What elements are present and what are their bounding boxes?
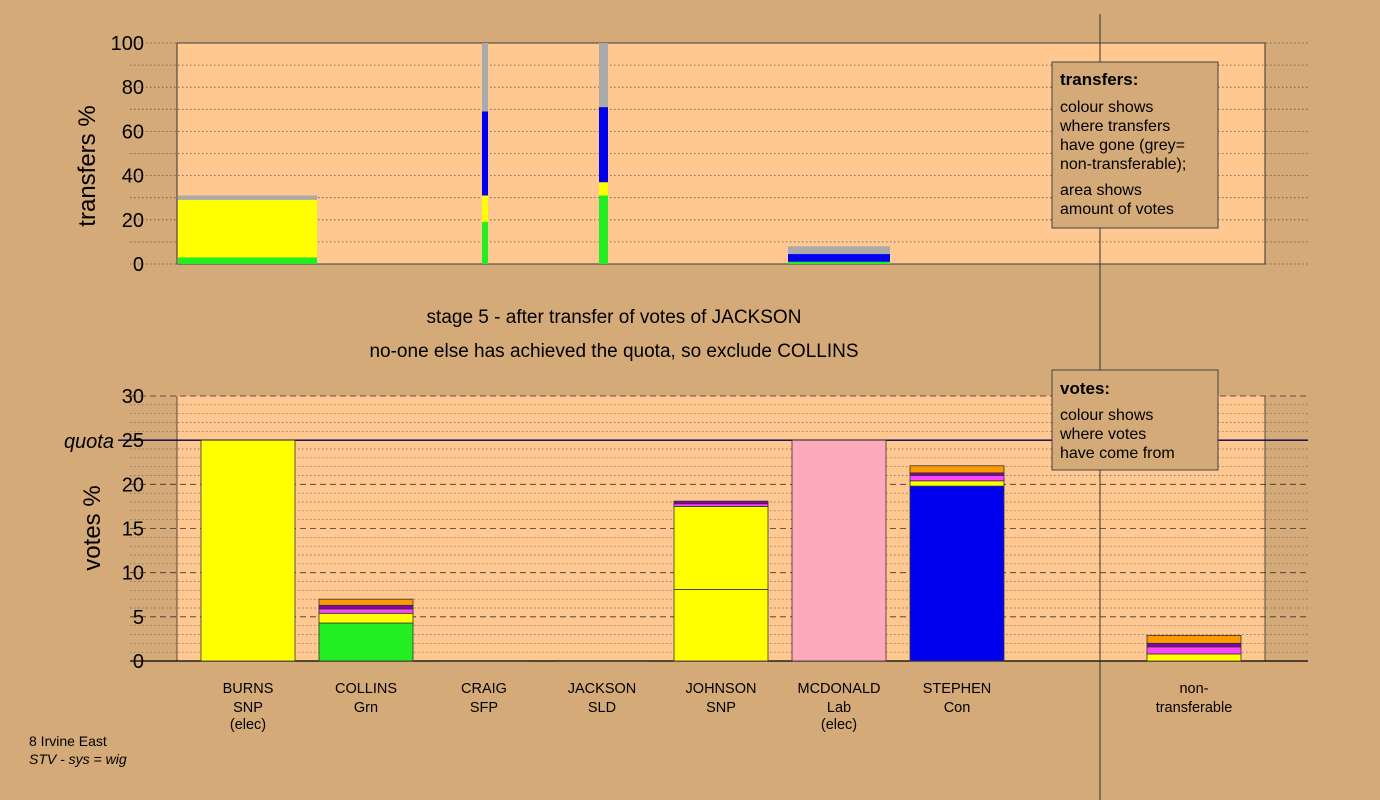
stage-subtitle: no-one else has achieved the quota, so e… — [369, 341, 858, 362]
transfers-bar-segment — [178, 257, 317, 264]
candidate-status-label: (elec) — [821, 717, 857, 733]
votes-bar-segment — [673, 500, 769, 505]
votes-y-tick-label: 25 — [122, 430, 144, 452]
transfers-bar-segment — [599, 107, 608, 183]
votes-bar-segment — [1146, 653, 1242, 662]
votes-y-tick-label: 30 — [122, 386, 144, 408]
votes-bar-segment — [791, 439, 887, 662]
votes-bar-segment — [200, 439, 296, 662]
transfers-bar-segment — [482, 195, 488, 223]
transfers-bar-segment — [599, 195, 608, 264]
transfers-y-tick-label: 0 — [133, 254, 144, 276]
candidate-party-label: SLD — [588, 700, 616, 716]
votes-bar-segment — [909, 475, 1005, 482]
candidate-name-label: STEPHEN — [923, 681, 992, 697]
candidate-party-label: transferable — [1156, 700, 1233, 716]
candidate-name-label: JACKSON — [568, 681, 637, 697]
candidate-party-label: SNP — [706, 700, 736, 716]
candidate-name-label: non- — [1179, 681, 1208, 697]
votes-bar-segment — [909, 465, 1005, 474]
votes-bar-segment — [909, 480, 1005, 487]
candidate-name-label: COLLINS — [335, 681, 397, 697]
votes-bar-segment — [318, 598, 414, 606]
transfers-bar-segment — [178, 199, 317, 258]
candidate-party-label: Grn — [354, 700, 378, 716]
transfers-y-tick-label: 100 — [111, 33, 144, 55]
transfers-legend-line: amount of votes — [1060, 201, 1174, 218]
transfers-bar-segment — [599, 43, 608, 108]
votes-legend-title: votes: — [1060, 379, 1110, 398]
votes-bar-segment — [673, 589, 769, 662]
quota-label: quota — [64, 431, 114, 453]
system-label: STV - sys = wig — [29, 751, 127, 767]
candidate-labels: BURNSSNP(elec)COLLINSGrnCRAIGSFPJACKSONS… — [223, 681, 1233, 733]
candidate-party-label: Con — [944, 700, 971, 716]
transfers-legend: transfers: colour shows where transfers … — [1051, 61, 1219, 229]
votes-legend-line: colour shows — [1060, 407, 1153, 424]
votes-legend-line: where votes — [1059, 426, 1146, 443]
votes-y-axis-label: votes % — [79, 485, 106, 570]
transfers-bar-segment — [599, 182, 608, 196]
votes-bar-segment — [1146, 642, 1242, 648]
transfers-bar-segment — [482, 222, 488, 264]
candidate-status-label: (elec) — [230, 717, 266, 733]
candidate-name-label: JOHNSON — [686, 681, 757, 697]
transfers-y-axis-label: transfers % — [74, 105, 101, 226]
transfers-bar-segment — [788, 246, 890, 255]
votes-bar-segment — [318, 622, 414, 662]
votes-y-ticks: 0 5 10 15 20 25 30 — [122, 386, 144, 673]
transfers-y-tick-label: 20 — [122, 210, 144, 232]
votes-bar-segment — [318, 608, 414, 614]
transfers-legend-line: have gone (grey= — [1060, 137, 1185, 154]
transfers-legend-title: transfers: — [1060, 70, 1138, 89]
votes-bar-segment — [436, 660, 532, 662]
candidate-name-label: BURNS — [223, 681, 274, 697]
transfers-y-ticks: 0 20 40 60 80 100 — [111, 33, 144, 276]
votes-bar-segment — [1146, 634, 1242, 644]
votes-bar-segment — [318, 604, 414, 610]
transfers-bar-segment — [788, 254, 890, 262]
votes-bar-segment — [909, 485, 1005, 662]
votes-y-tick-label: 0 — [133, 651, 144, 673]
transfers-y-tick-label: 80 — [122, 77, 144, 99]
votes-legend: votes: colour shows where votes have com… — [1051, 369, 1219, 471]
votes-legend-line: have come from — [1060, 445, 1175, 462]
transfers-bars — [178, 43, 890, 264]
transfers-legend-line: area shows — [1060, 182, 1142, 199]
transfers-legend-line: where transfers — [1059, 118, 1170, 135]
votes-y-tick-label: 15 — [122, 519, 144, 541]
transfers-legend-line: colour shows — [1060, 99, 1153, 116]
candidate-party-label: SFP — [470, 700, 498, 716]
votes-bar-segment — [318, 612, 414, 624]
votes-y-tick-label: 10 — [122, 563, 144, 585]
transfers-bar-segment — [482, 111, 488, 196]
transfers-bar-segment — [178, 195, 317, 200]
votes-bar-segment — [554, 660, 650, 662]
transfers-bar-segment — [788, 261, 890, 264]
candidate-party-label: Lab — [827, 700, 851, 716]
votes-y-tick-label: 5 — [133, 607, 144, 629]
candidate-name-label: CRAIG — [461, 681, 507, 697]
votes-bar-segment — [1146, 646, 1242, 655]
votes-bars — [200, 439, 1242, 662]
votes-bar-segment — [673, 506, 769, 590]
ward-label: 8 Irvine East — [29, 733, 107, 749]
candidate-name-label: MCDONALD — [798, 681, 881, 697]
transfers-y-tick-label: 60 — [122, 121, 144, 143]
stage-title: stage 5 - after transfer of votes of JAC… — [427, 307, 802, 328]
votes-y-tick-label: 20 — [122, 474, 144, 496]
transfers-legend-line: non-transferable); — [1060, 156, 1186, 173]
candidate-party-label: SNP — [233, 700, 263, 716]
transfers-y-tick-label: 40 — [122, 166, 144, 188]
transfers-grid — [130, 42, 1308, 265]
transfers-bar-segment — [482, 43, 488, 112]
